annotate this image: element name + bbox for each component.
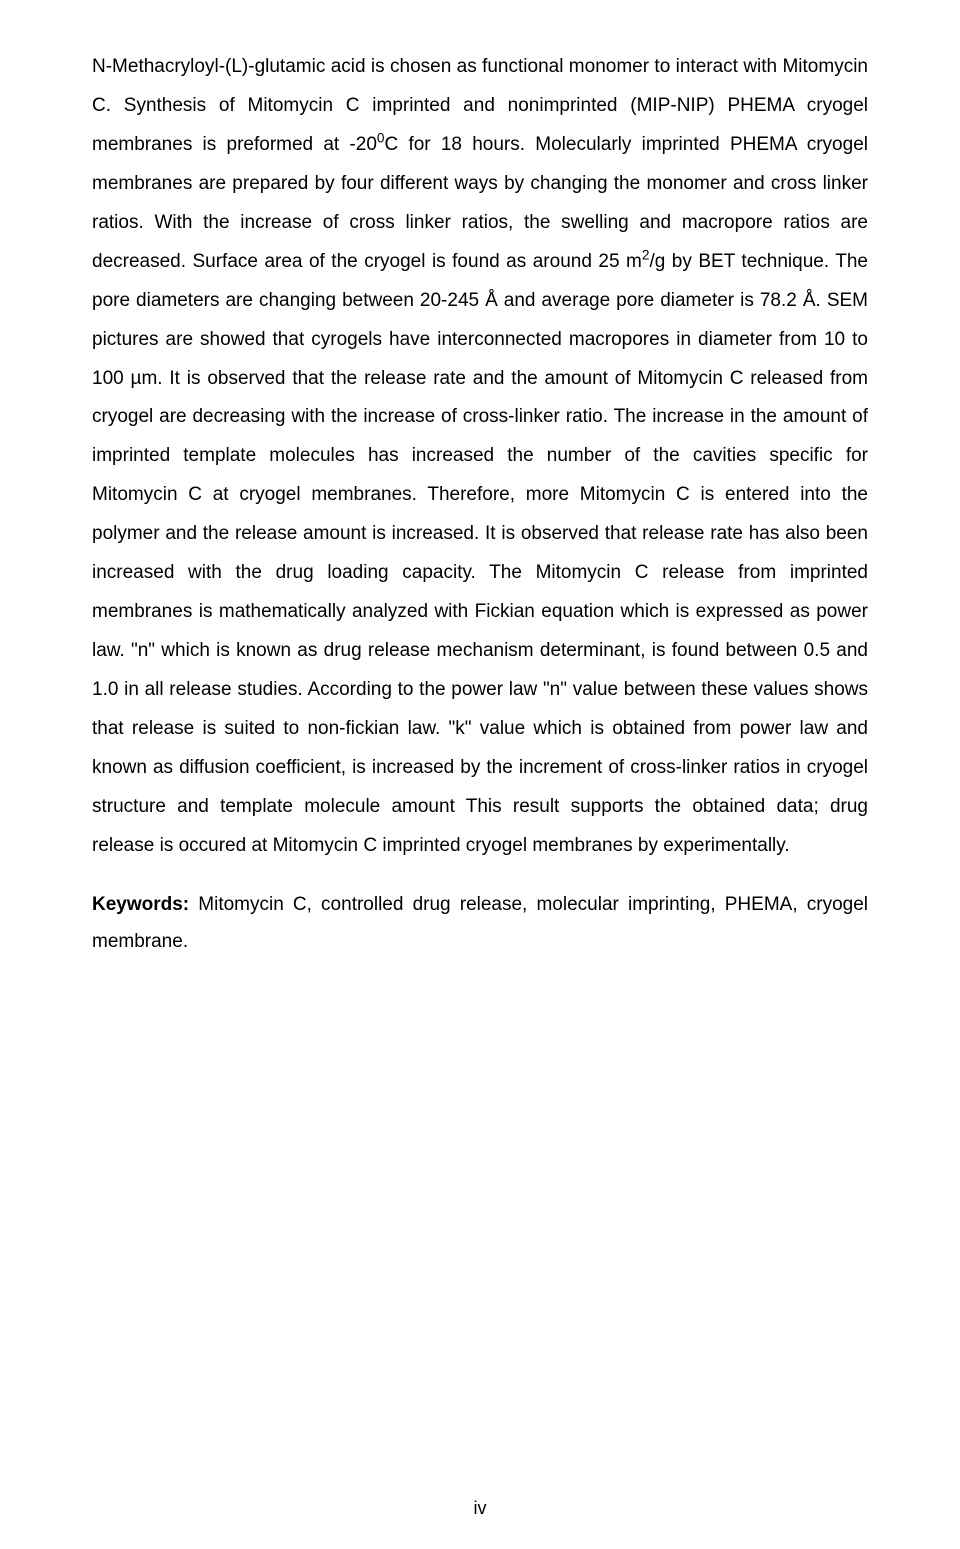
- keywords-paragraph: Keywords: Mitomycin C, controlled drug r…: [92, 886, 868, 960]
- page-number: iv: [92, 1498, 868, 1519]
- keywords-text: Mitomycin C, controlled drug release, mo…: [92, 894, 868, 952]
- abstract-body-text: N-Methacryloyl-(L)-glutamic acid is chos…: [92, 48, 868, 866]
- keywords-label: Keywords:: [92, 894, 189, 915]
- vertical-spacer: [92, 960, 868, 1478]
